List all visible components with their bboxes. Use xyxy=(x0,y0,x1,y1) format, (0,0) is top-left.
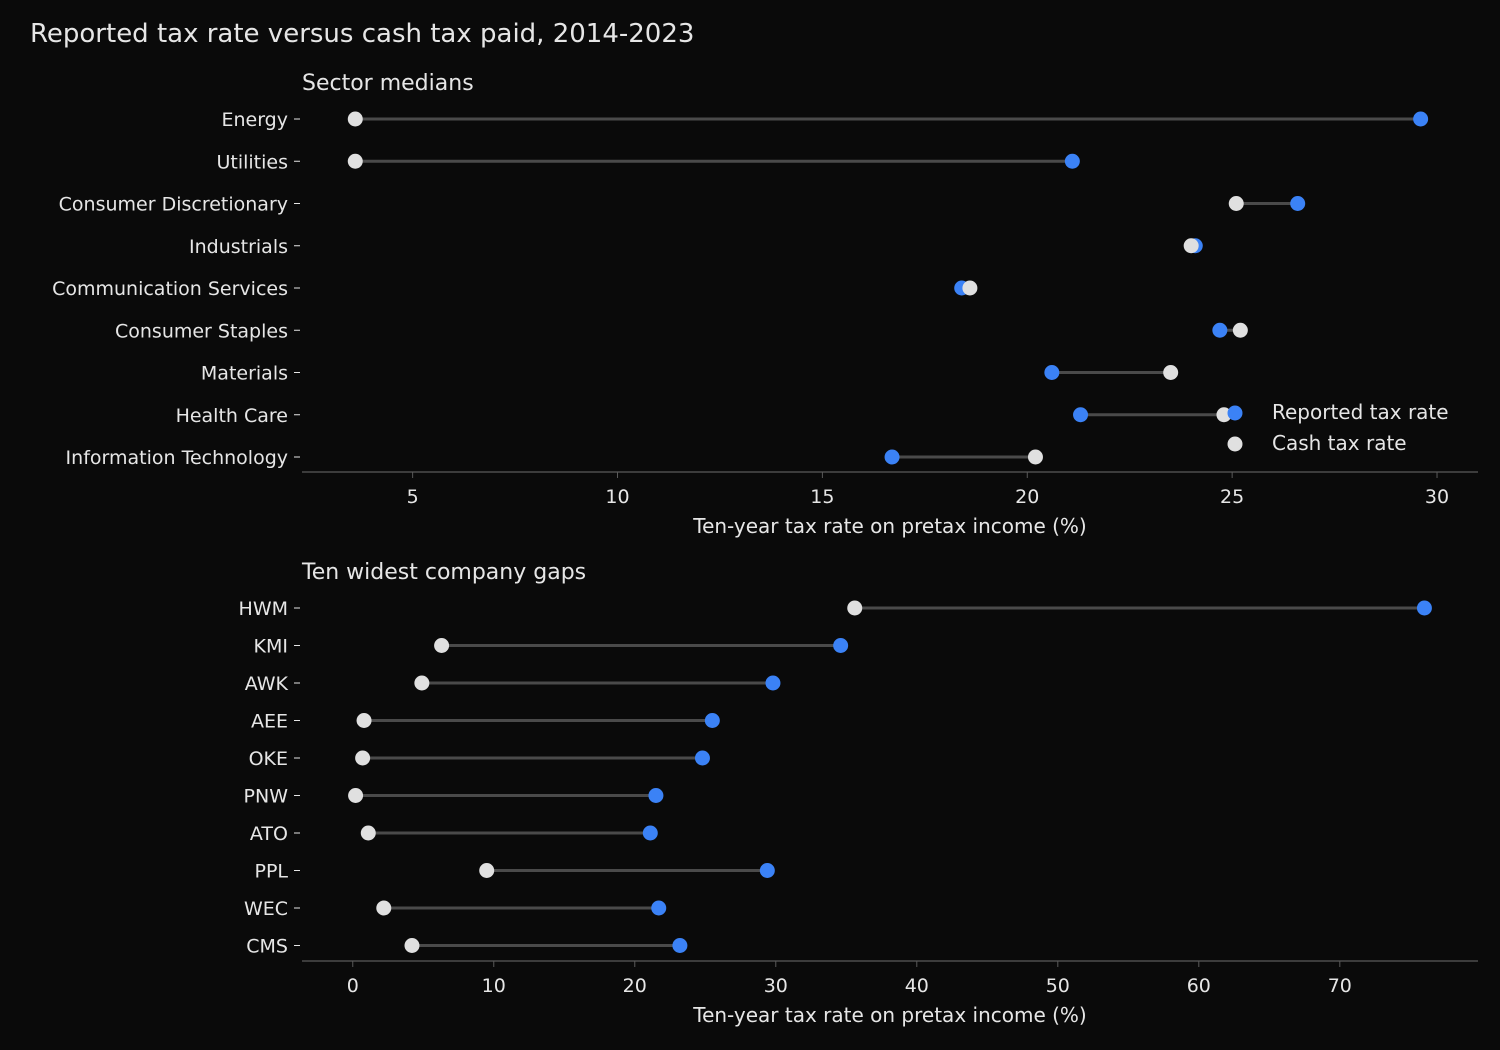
category-label: Materials xyxy=(201,363,288,385)
cash-point xyxy=(356,713,372,728)
cash-point xyxy=(376,900,392,916)
x-tick-label: 0 xyxy=(347,975,359,997)
reported-point xyxy=(672,938,688,953)
panel-sector-medians: Sector medians 5 10 15 20 25 30 Ten-year tax ra… xyxy=(52,71,1478,538)
reported-point xyxy=(765,675,781,691)
cash-point xyxy=(1163,365,1179,380)
reported-point xyxy=(694,750,710,766)
category-label: Consumer Discretionary xyxy=(59,194,288,216)
cash-point xyxy=(355,750,371,766)
category-label: AEE xyxy=(251,711,288,733)
category-label: Consumer Staples xyxy=(115,320,288,342)
category-label: OKE xyxy=(249,748,288,770)
category-label: PPL xyxy=(254,861,288,883)
category-label: KMI xyxy=(254,636,288,658)
x-tick-label: 30 xyxy=(1425,486,1449,508)
cash-point xyxy=(348,788,364,803)
reported-point xyxy=(648,788,664,803)
category-label: HWM xyxy=(239,598,288,620)
x-tick-label: 15 xyxy=(810,486,834,508)
reported-point xyxy=(1416,600,1432,616)
reported-point xyxy=(759,863,775,878)
panel-title: Sector medians xyxy=(302,71,474,96)
cash-point xyxy=(479,863,495,878)
x-axis-label: Ten-year tax rate on pretax income (%) xyxy=(692,514,1086,538)
chart-title: Reported tax rate versus cash tax paid, … xyxy=(30,19,694,49)
category-label: Utilities xyxy=(216,151,288,173)
x-axis-label: Ten-year tax rate on pretax income (%) xyxy=(692,1003,1086,1027)
reported-point xyxy=(642,825,658,841)
reported-point xyxy=(1413,111,1429,127)
cash-point xyxy=(347,153,363,169)
category-label: PNW xyxy=(244,786,289,808)
reported-point xyxy=(704,713,720,728)
legend-cash-label: Cash tax rate xyxy=(1272,431,1407,455)
cash-point xyxy=(1027,449,1043,465)
x-tick-label: 10 xyxy=(482,975,506,997)
category-label: CMS xyxy=(246,936,288,958)
reported-point xyxy=(1290,196,1306,211)
x-tick-label: 60 xyxy=(1187,975,1211,997)
cash-point xyxy=(1216,407,1232,423)
reported-point xyxy=(884,449,900,465)
x-tick-label: 30 xyxy=(764,975,788,997)
category-label: Information Technology xyxy=(66,447,288,469)
cash-point xyxy=(1232,322,1248,338)
x-tick-label: 25 xyxy=(1220,486,1244,508)
reported-point xyxy=(1073,407,1089,423)
reported-point xyxy=(1212,322,1228,338)
x-tick-label: 50 xyxy=(1046,975,1070,997)
panel-title: Ten widest company gaps xyxy=(301,560,586,585)
x-tick-label: 10 xyxy=(605,486,629,508)
cash-point xyxy=(962,280,978,296)
cash-point xyxy=(847,600,863,616)
reported-point xyxy=(651,900,667,916)
category-label: ATO xyxy=(250,823,288,845)
legend-cash-marker xyxy=(1227,436,1243,452)
cash-point xyxy=(347,111,363,127)
x-tick-label: 20 xyxy=(1015,486,1039,508)
cash-point xyxy=(414,675,430,691)
category-label: Industrials xyxy=(189,236,288,258)
category-label: Health Care xyxy=(176,405,288,427)
category-label: Energy xyxy=(221,109,288,131)
cash-point xyxy=(404,938,420,953)
panel-company-gaps: Ten widest company gaps 0 10 20 30 40 50 60 70 Te… xyxy=(239,560,1478,1027)
reported-point xyxy=(1044,365,1060,380)
x-tick-label: 70 xyxy=(1328,975,1352,997)
cash-point xyxy=(360,825,376,841)
category-label: AWK xyxy=(245,673,289,695)
cash-point xyxy=(1228,196,1244,211)
reported-point xyxy=(1064,153,1080,169)
legend-reported-label: Reported tax rate xyxy=(1272,400,1449,424)
x-tick-label: 40 xyxy=(905,975,929,997)
legend-reported-marker xyxy=(1227,405,1243,421)
cash-point xyxy=(1183,238,1199,254)
cash-point xyxy=(434,638,450,653)
reported-point xyxy=(833,638,849,653)
category-label: Communication Services xyxy=(52,278,288,300)
x-tick-label: 20 xyxy=(623,975,647,997)
x-tick-label: 5 xyxy=(407,486,419,508)
legend: Reported tax rate Cash tax rate xyxy=(1227,400,1449,455)
category-label: WEC xyxy=(244,898,288,920)
